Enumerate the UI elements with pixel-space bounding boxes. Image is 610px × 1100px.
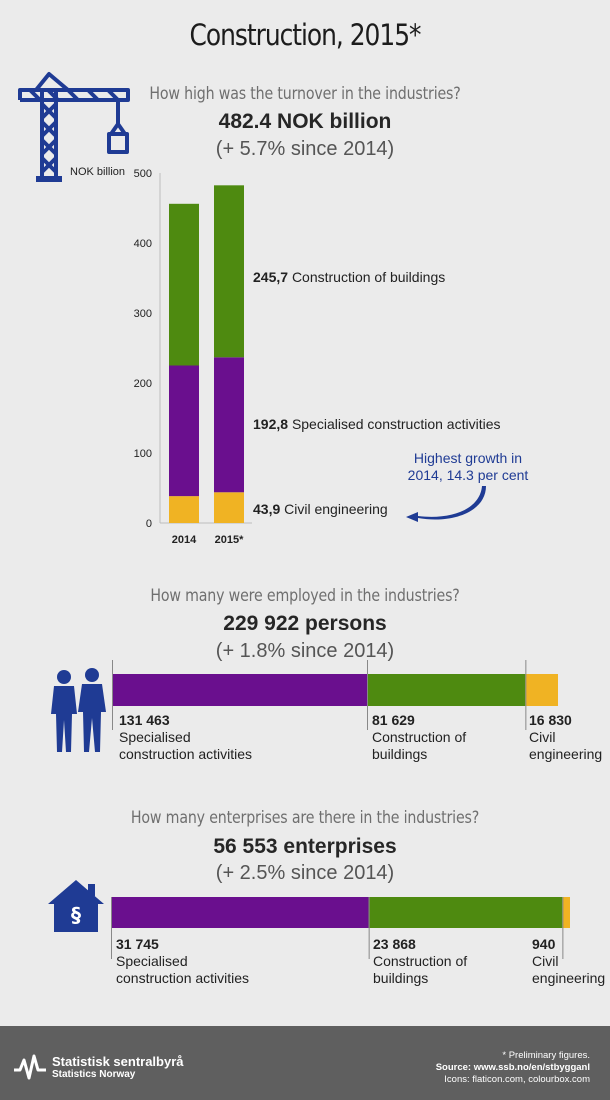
turnover-chart: 0 100 200 300 400 500 2014 2015*	[134, 168, 252, 546]
footnote-source: Source: www.ssb.no/en/stbygganl	[435, 1062, 590, 1073]
enterprises-growth: (+ 2.5% since 2014)	[215, 862, 395, 884]
bar-specialised-construction-activities-2015	[214, 357, 244, 493]
employment-label-civil: 16 830 Civil engineering	[529, 712, 603, 762]
y-tick-label: 100	[134, 448, 152, 460]
hbar-civil-engineering	[525, 674, 558, 706]
org-name-en: Statistics Norway	[52, 1069, 136, 1080]
bar-construction-of-buildings-2014	[169, 203, 199, 366]
y-tick-label: 0	[146, 518, 152, 530]
enterprises-label-buildings: 23 868 Construction of buildings	[373, 936, 468, 986]
hbar-construction-of-buildings	[368, 897, 563, 928]
enterprises-label-specialised: 31 745 Specialised construction activitie…	[116, 936, 250, 986]
footnote-icons: Icons: flaticon.com, colourbox.com	[444, 1074, 590, 1085]
employment-question: How many were employed in the industries…	[150, 586, 460, 605]
bar-construction-of-buildings-2015	[214, 185, 244, 358]
turnover-label-specialised: 192,8 Specialised construction activitie…	[253, 416, 501, 432]
turnover-label-civil: 43,9 Civil engineering	[253, 501, 388, 517]
enterprises-total: 56 553 enterprises	[213, 835, 397, 858]
employment-total: 229 922 persons	[223, 612, 387, 635]
org-name: Statistisk sentralbyrå	[52, 1054, 184, 1069]
hbar-specialised-construction-activities	[112, 674, 368, 706]
bar-civil-engineering-2014	[169, 496, 199, 523]
bar-civil-engineering-2015	[214, 492, 244, 523]
y-tick-label: 200	[134, 378, 152, 390]
growth-annotation: Highest growth in 2014, 14.3 per cent	[407, 450, 529, 483]
turnover-total: 482.4 NOK billion	[218, 110, 392, 133]
employment-chart	[112, 660, 558, 730]
enterprises-question: How many enterprises are there in the in…	[130, 808, 480, 827]
x-tick-label: 2015*	[215, 534, 244, 546]
turnover-question: How high was the turnover in the industr…	[149, 84, 461, 103]
page-title: Construction, 2015*	[189, 18, 422, 52]
ssb-logo-icon	[14, 1054, 46, 1080]
employment-growth: (+ 1.8% since 2014)	[215, 640, 395, 662]
house-paragraph-icon: §	[48, 880, 104, 932]
enterprises-label-civil: 940 Civil engineering	[532, 936, 606, 986]
hbar-specialised-construction-activities	[111, 897, 369, 928]
employment-label-buildings: 81 629 Construction of buildings	[372, 712, 467, 762]
hbar-construction-of-buildings	[367, 674, 526, 706]
house-symbol: §	[71, 903, 81, 927]
enterprises-chart	[111, 897, 570, 959]
turnover-label-buildings: 245,7 Construction of buildings	[253, 269, 446, 285]
hbar-civil-engineering	[562, 897, 570, 928]
bar-specialised-construction-activities-2014	[169, 365, 199, 497]
turnover-growth: (+ 5.7% since 2014)	[215, 138, 395, 160]
unit-label: NOK billion	[70, 166, 126, 178]
employment-label-specialised: 131 463 Specialised construction activiti…	[119, 712, 253, 762]
footnote-preliminary: * Preliminary figures.	[502, 1050, 590, 1061]
people-icon	[51, 668, 106, 752]
crane-icon	[18, 72, 130, 182]
y-tick-label: 300	[134, 308, 152, 320]
annotation-arrow-icon	[406, 486, 486, 522]
footer: Statistisk sentralbyrå Statistics Norway…	[0, 1026, 610, 1100]
y-tick-label: 500	[134, 168, 152, 180]
x-tick-label: 2014	[172, 534, 197, 546]
y-tick-label: 400	[134, 238, 152, 250]
